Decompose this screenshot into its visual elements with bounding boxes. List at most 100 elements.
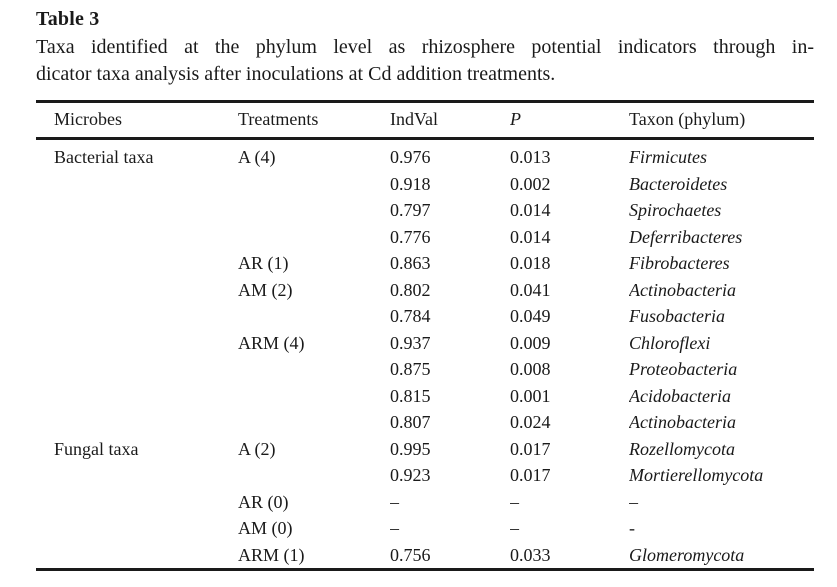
cell-treatment: [238, 303, 390, 330]
table-row: 0.918 0.002 Bacteroidetes: [36, 171, 814, 198]
caption-line-1: Taxa identified at the phylum level as r…: [36, 36, 814, 58]
table-header: Microbes Treatments IndVal P Taxon (phylum): [36, 102, 814, 139]
cell-taxon: Chloroflexi: [629, 332, 711, 353]
cell-p: 0.001: [510, 385, 551, 406]
cell-microbes: [36, 250, 238, 277]
table-caption: Taxa identified at the phylum level as r…: [36, 34, 814, 88]
cell-taxon: Firmicutes: [629, 147, 707, 167]
cell-taxon: Deferribacteres: [629, 226, 743, 247]
cell-treatment: [238, 197, 390, 224]
cell-microbes: [36, 542, 238, 570]
cell-taxon: Spirochaetes: [629, 200, 722, 220]
cell-p: 0.018: [510, 253, 551, 273]
cell-microbes: [36, 462, 238, 489]
cell-treatment: AM (0): [238, 518, 293, 538]
cell-treatment: [238, 171, 390, 198]
header-row: Microbes Treatments IndVal P Taxon (phylum): [36, 102, 814, 139]
table-row: 0.875 0.008 Proteobacteria: [36, 356, 814, 383]
cell-taxon: Actinobacteria: [629, 279, 736, 300]
column-header-p: P: [510, 109, 521, 129]
cell-indval: 0.797: [390, 200, 431, 220]
table-row: Bacterial taxa A (4) 0.976 0.013 Firmicutes: [36, 139, 814, 171]
cell-treatment: [238, 462, 390, 489]
cell-taxon: Acidobacteria: [629, 385, 731, 406]
cell-taxon: Glomeromycota: [629, 544, 745, 565]
cell-microbes: Fungal taxa: [54, 438, 139, 459]
table-row: AR (0) – – –: [36, 489, 814, 516]
column-header-microbes: Microbes: [54, 109, 122, 129]
cell-p: –: [510, 491, 519, 512]
cell-indval: 0.802: [390, 279, 431, 300]
cell-p: 0.033: [510, 544, 551, 565]
cell-p: 0.049: [510, 306, 551, 326]
cell-indval: 0.937: [390, 332, 431, 353]
cell-microbes: [36, 383, 238, 410]
cell-taxon: Bacteroidetes: [629, 173, 728, 194]
table-row: 0.776 0.014 Deferribacteres: [36, 224, 814, 251]
table-row: AR (1) 0.863 0.018 Fibrobacteres: [36, 250, 814, 277]
table-body: Bacterial taxa A (4) 0.976 0.013 Firmicutes 0…: [36, 139, 814, 570]
cell-microbes: Bacterial taxa: [54, 147, 154, 167]
cell-p: 0.017: [510, 465, 551, 485]
cell-treatment: A (2): [238, 438, 276, 459]
cell-treatment: [238, 356, 390, 383]
cell-taxon: Actinobacteria: [629, 412, 736, 432]
table-row: 0.797 0.014 Spirochaetes: [36, 197, 814, 224]
cell-indval: –: [390, 518, 399, 538]
cell-indval: 0.863: [390, 253, 431, 273]
cell-taxon: Rozellomycota: [629, 438, 735, 459]
cell-treatment: A (4): [238, 147, 276, 167]
cell-p: 0.024: [510, 412, 551, 432]
cell-p: 0.041: [510, 279, 551, 300]
table-row: AM (0) – – -: [36, 515, 814, 542]
cell-p: 0.014: [510, 200, 551, 220]
table-row: AM (2) 0.802 0.041 Actinobacteria: [36, 277, 814, 304]
table-row: 0.784 0.049 Fusobacteria: [36, 303, 814, 330]
cell-indval: 0.923: [390, 465, 431, 485]
cell-p: 0.014: [510, 226, 551, 247]
cell-microbes: [36, 171, 238, 198]
cell-taxon: -: [629, 518, 635, 538]
table-label: Table 3: [36, 8, 100, 30]
cell-indval: 0.875: [390, 359, 431, 379]
table-row: Fungal taxa A (2) 0.995 0.017 Rozellomycota: [36, 436, 814, 463]
cell-treatment: [238, 409, 390, 436]
cell-p: 0.008: [510, 359, 551, 379]
cell-microbes: [36, 277, 238, 304]
cell-indval: 0.807: [390, 412, 431, 432]
table-row: 0.815 0.001 Acidobacteria: [36, 383, 814, 410]
indicator-taxa-table: Microbes Treatments IndVal P Taxon (phylum) …: [36, 100, 814, 571]
cell-taxon: Fusobacteria: [629, 306, 725, 326]
cell-microbes: [36, 489, 238, 516]
cell-taxon: Mortierellomycota: [629, 465, 764, 485]
table-row: ARM (1) 0.756 0.033 Glomeromycota: [36, 542, 814, 570]
cell-indval: 0.995: [390, 438, 431, 459]
cell-p: –: [510, 518, 519, 538]
column-header-taxon: Taxon (phylum): [629, 109, 746, 129]
cell-treatment: AR (1): [238, 253, 289, 273]
cell-microbes: [36, 303, 238, 330]
column-header-indval: IndVal: [390, 109, 438, 129]
cell-microbes: [36, 356, 238, 383]
caption-line-2: dicator taxa analysis after inoculations…: [36, 63, 556, 85]
cell-microbes: [36, 330, 238, 357]
cell-treatment: AM (2): [238, 279, 293, 300]
cell-indval: 0.918: [390, 173, 431, 194]
table-row: 0.807 0.024 Actinobacteria: [36, 409, 814, 436]
cell-indval: 0.756: [390, 544, 431, 565]
table-row: ARM (4) 0.937 0.009 Chloroflexi: [36, 330, 814, 357]
cell-p: 0.002: [510, 173, 551, 194]
cell-p: 0.013: [510, 147, 551, 167]
cell-microbes: [36, 409, 238, 436]
cell-indval: 0.815: [390, 385, 431, 406]
cell-microbes: [36, 197, 238, 224]
cell-indval: 0.784: [390, 306, 431, 326]
cell-microbes: [36, 224, 238, 251]
cell-taxon: –: [629, 491, 638, 512]
cell-indval: 0.776: [390, 226, 431, 247]
column-header-treatment: Treatments: [238, 109, 319, 129]
cell-microbes: [36, 515, 238, 542]
cell-taxon: Proteobacteria: [629, 359, 738, 379]
cell-indval: –: [390, 491, 399, 512]
